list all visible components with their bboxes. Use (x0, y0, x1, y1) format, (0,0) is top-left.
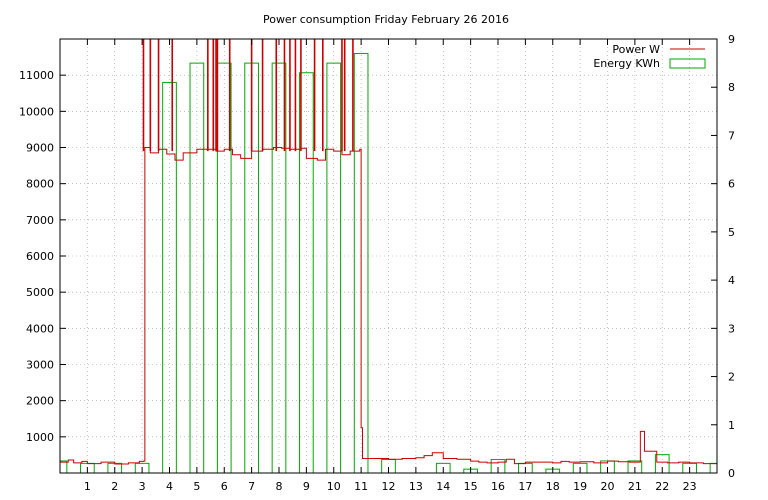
x-tick-label: 6 (221, 480, 228, 493)
y-left-tick-label: 4000 (26, 322, 54, 335)
y-left-tick-label: 10000 (19, 105, 54, 118)
x-tick-label: 11 (354, 480, 368, 493)
y-left-tick-label: 7000 (26, 214, 54, 227)
x-tick-label: 12 (382, 480, 396, 493)
x-tick-label: 18 (546, 480, 560, 493)
x-tick-label: 13 (409, 480, 423, 493)
y-right-tick-label: 9 (728, 33, 735, 46)
chart-title: Power consumption Friday February 26 201… (263, 13, 509, 26)
energy-bar (572, 462, 588, 473)
energy-bar (134, 462, 150, 473)
x-tick-label: 1 (84, 480, 91, 493)
y-right-tick-label: 0 (728, 467, 735, 480)
x-tick-label: 20 (601, 480, 615, 493)
x-tick-label: 5 (193, 480, 200, 493)
y-left-tick-label: 9000 (26, 142, 54, 155)
legend-label-energy: Energy KWh (593, 57, 660, 70)
y-right-tick-label: 6 (728, 178, 735, 191)
y-left-tick-label: 5000 (26, 286, 54, 299)
y-right-tick-label: 3 (728, 322, 735, 335)
axes: 1 2 3 4 5 6 7 8 9 10 11 12 13 14 15 16 17 18 19 20 21 22 23100… (19, 33, 735, 493)
y-right-tick-label: 2 (728, 371, 735, 384)
x-tick-label: 23 (683, 480, 697, 493)
x-tick-label: 17 (518, 480, 532, 493)
y-right-tick-label: 5 (728, 226, 735, 239)
energy-bar (299, 72, 314, 473)
x-tick-label: 16 (491, 480, 505, 493)
x-tick-label: 8 (276, 480, 283, 493)
energy-bar (654, 454, 670, 473)
legend-swatch-energy (669, 58, 706, 69)
legend: Power W Energy KWh (593, 43, 706, 70)
energy-bar (709, 462, 717, 473)
y-left-tick-label: 8000 (26, 178, 54, 191)
y-right-tick-label: 4 (728, 274, 735, 287)
y-left-tick-label: 1000 (26, 431, 54, 444)
legend-label-power: Power W (612, 43, 660, 56)
x-tick-label: 21 (628, 480, 642, 493)
x-tick-label: 22 (655, 480, 669, 493)
y-right-tick-label: 1 (728, 419, 735, 432)
x-tick-label: 7 (248, 480, 255, 493)
x-tick-label: 3 (139, 480, 146, 493)
power-line (60, 147, 717, 465)
y-right-tick-label: 8 (728, 81, 735, 94)
y-left-tick-label: 11000 (19, 69, 54, 82)
energy-bar (60, 460, 68, 473)
power-series (60, 39, 717, 465)
energy-bar (162, 81, 177, 473)
y-right-tick-label: 7 (728, 129, 735, 142)
energy-bar (435, 462, 451, 473)
energy-bar (627, 460, 643, 473)
y-left-tick-label: 2000 (26, 395, 54, 408)
grid-lines (60, 39, 717, 473)
x-tick-label: 19 (573, 480, 587, 493)
x-tick-label: 14 (436, 480, 450, 493)
x-tick-label: 4 (166, 480, 173, 493)
y-left-tick-label: 6000 (26, 250, 54, 263)
x-tick-label: 2 (111, 480, 118, 493)
x-tick-label: 9 (303, 480, 310, 493)
y-left-tick-label: 3000 (26, 359, 54, 372)
x-tick-label: 15 (464, 480, 478, 493)
x-tick-label: 10 (327, 480, 341, 493)
